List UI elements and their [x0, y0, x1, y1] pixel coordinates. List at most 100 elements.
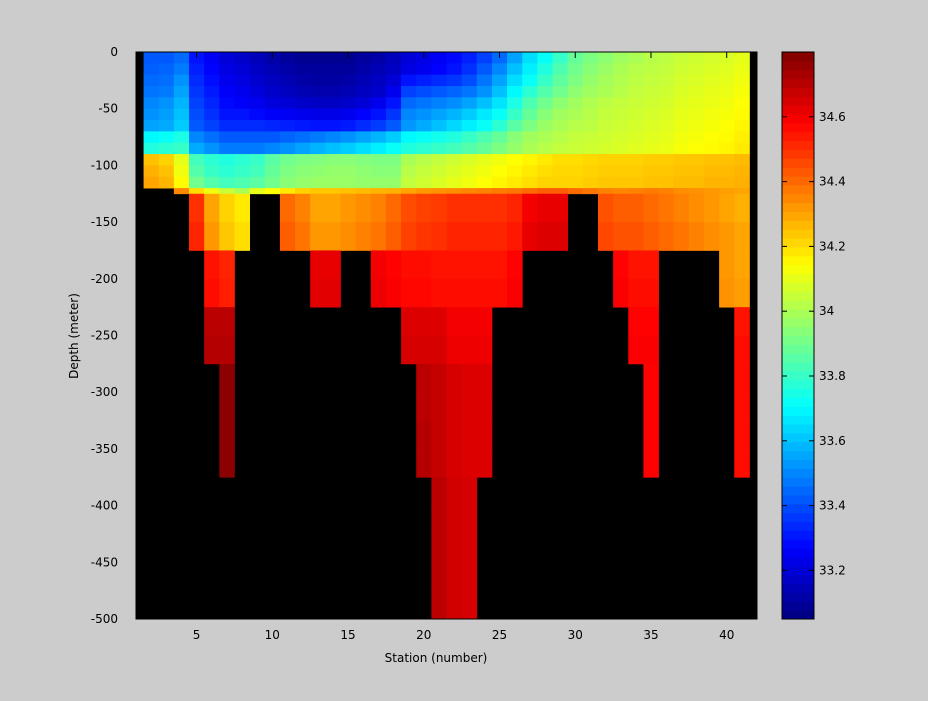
heatmap-cell: [461, 307, 478, 336]
heatmap-cell: [688, 63, 705, 76]
heatmap-cell: [476, 448, 493, 478]
heatmap-cell: [461, 176, 478, 189]
colorbar-swatch: [782, 353, 814, 363]
heatmap-cell: [522, 165, 538, 178]
heatmap-cell: [401, 154, 417, 166]
colorbar-swatch: [782, 246, 814, 257]
heatmap-cell: [476, 154, 493, 166]
heatmap-cell: [340, 74, 357, 87]
heatmap-cell: [613, 250, 629, 280]
heatmap-cell: [143, 131, 160, 144]
heatmap-cell: [688, 108, 705, 121]
heatmap-cell: [158, 142, 175, 155]
heatmap-cell: [446, 108, 463, 121]
heatmap-cell: [734, 176, 750, 189]
heatmap-cell: [219, 165, 235, 178]
heatmap-cell: [628, 131, 644, 144]
heatmap-cell: [219, 392, 235, 421]
heatmap-cell: [219, 188, 235, 195]
heatmap-cell: [355, 97, 372, 110]
heatmap-cell: [461, 193, 478, 223]
heatmap-cell: [628, 193, 644, 223]
heatmap-cell: [567, 86, 584, 98]
heatmap-cell: [416, 307, 432, 336]
heatmap-cell: [643, 165, 659, 178]
colorbar-swatch: [782, 494, 814, 505]
heatmap-cell: [491, 188, 508, 195]
heatmap-cell: [234, 63, 250, 76]
heatmap-cell: [552, 74, 569, 87]
heatmap-cell: [158, 176, 175, 189]
heatmap-cell: [734, 193, 750, 223]
heatmap-cell: [310, 108, 326, 121]
heatmap-cell: [643, 420, 659, 450]
heatmap-cell: [703, 176, 720, 189]
heatmap-cell: [325, 97, 341, 110]
heatmap-cell: [431, 335, 447, 365]
heatmap-cell: [310, 154, 326, 166]
heatmap-cell: [310, 97, 326, 110]
heatmap-cell: [416, 188, 432, 195]
y-tick-label: -50: [98, 102, 118, 116]
heatmap-cell: [158, 52, 175, 64]
heatmap-cell: [673, 108, 690, 121]
heatmap-cell: [688, 222, 705, 251]
heatmap-cell: [446, 193, 463, 223]
heatmap-cell: [340, 120, 357, 132]
heatmap-cell: [643, 176, 659, 189]
heatmap-cell: [189, 176, 205, 189]
heatmap-cell: [370, 120, 387, 132]
heatmap-cell: [703, 52, 720, 64]
colorbar-swatch: [782, 459, 814, 469]
heatmap-cell: [597, 176, 614, 189]
heatmap-cell: [476, 335, 493, 365]
heatmap-cell: [416, 278, 432, 308]
heatmap-cell: [385, 142, 402, 155]
heatmap-cell: [310, 131, 326, 144]
heatmap-cell: [507, 222, 523, 251]
heatmap-cell: [552, 165, 569, 178]
heatmap-cell: [537, 120, 553, 132]
heatmap-cell: [643, 74, 659, 87]
heatmap-cell: [401, 52, 417, 64]
heatmap-cell: [522, 108, 538, 121]
colorbar-swatch: [782, 60, 814, 71]
heatmap-cell: [522, 176, 538, 189]
heatmap-cell: [491, 222, 508, 251]
heatmap-cell: [234, 120, 250, 132]
heatmap-cell: [643, 392, 659, 421]
heatmap-cell: [234, 193, 250, 223]
colorbar-swatch: [782, 486, 814, 496]
heatmap-cell: [401, 120, 417, 132]
heatmap-cell: [476, 222, 493, 251]
heatmap-cell: [537, 108, 553, 121]
colorbar-frame: [781, 51, 815, 620]
heatmap-cell: [385, 120, 402, 132]
heatmap-cell: [173, 108, 190, 121]
colorbar-swatch: [782, 556, 814, 567]
heatmap-cell: [219, 131, 235, 144]
heatmap-cell: [734, 278, 750, 308]
heatmap-cell: [325, 222, 341, 251]
heatmap-cell: [219, 86, 235, 98]
heatmap-cell: [204, 52, 220, 64]
heatmap-cell: [401, 63, 417, 76]
heatmap-cell: [643, 188, 659, 195]
heatmap-cell: [446, 562, 463, 592]
heatmap-cell: [279, 108, 296, 121]
heatmap-cell: [719, 278, 735, 308]
heatmap-cell: [461, 477, 478, 506]
colorbar-swatch: [782, 539, 814, 549]
heatmap-cell: [658, 154, 675, 166]
heatmap-cell: [249, 108, 266, 121]
colorbar-swatch: [782, 388, 814, 399]
colorbar-swatch: [782, 300, 814, 310]
heatmap-cell: [189, 63, 205, 76]
heatmap-cell: [734, 448, 750, 478]
heatmap-cell: [416, 250, 432, 280]
heatmap-cell: [370, 165, 387, 178]
colorbar-swatch: [782, 592, 814, 602]
heatmap-cell: [325, 142, 341, 155]
heatmap-cell: [310, 165, 326, 178]
heatmap-cell: [673, 142, 690, 155]
